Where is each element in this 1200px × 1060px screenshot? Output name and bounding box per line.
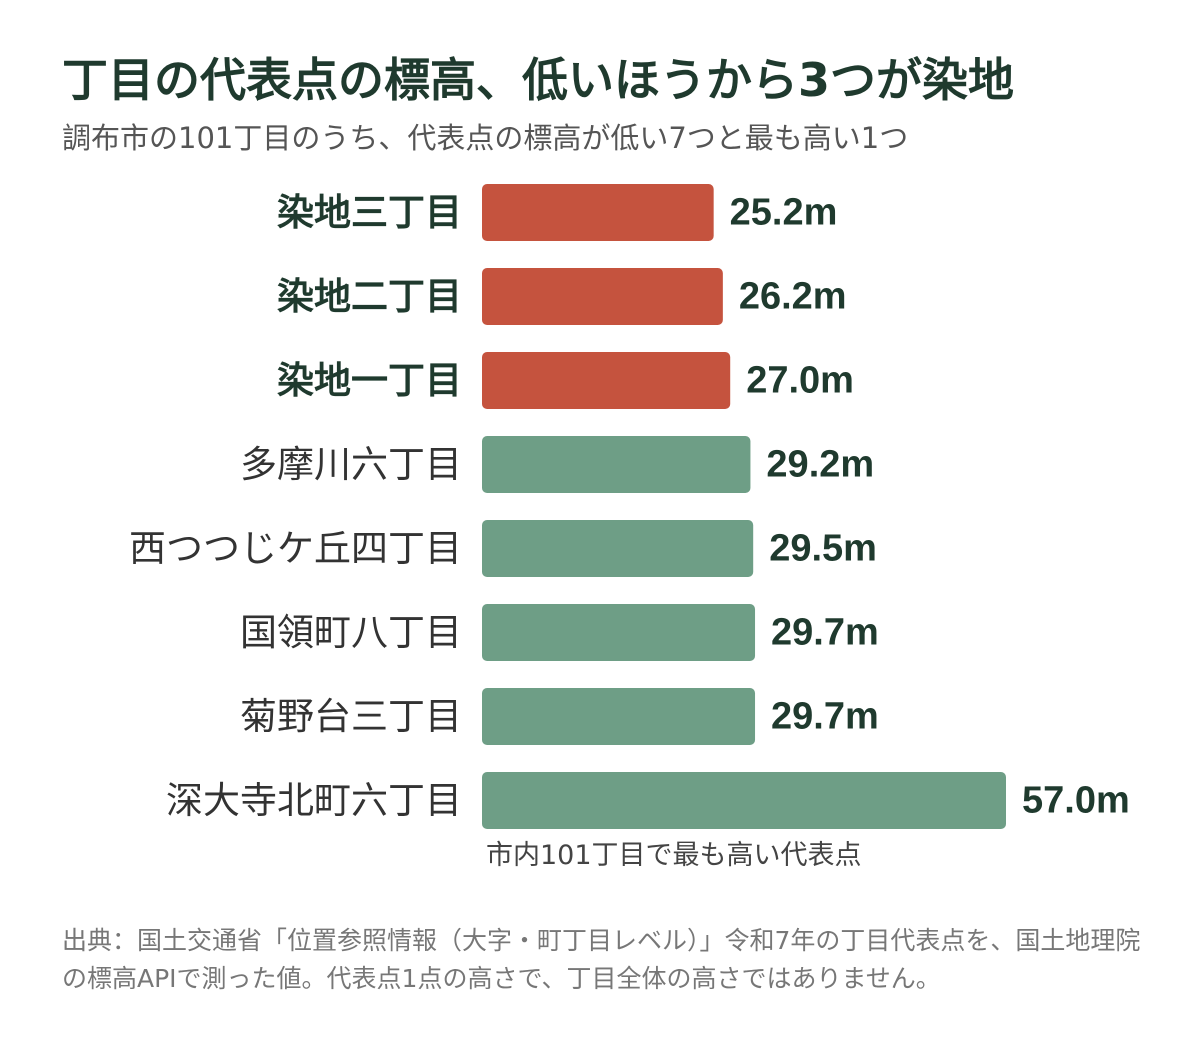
bar xyxy=(482,352,731,409)
category-label: 染地一丁目 xyxy=(277,359,462,402)
value-label: 27.0m xyxy=(746,360,854,402)
category-label: 菊野台三丁目 xyxy=(240,695,462,738)
bar xyxy=(482,184,714,241)
value-label: 29.7m xyxy=(771,612,879,654)
category-label: 多摩川六丁目 xyxy=(240,443,462,486)
bar xyxy=(482,436,751,493)
value-label: 25.2m xyxy=(730,192,838,234)
category-label: 国領町八丁目 xyxy=(240,611,462,654)
bar xyxy=(482,604,756,661)
category-label: 深大寺北町六丁目 xyxy=(166,779,462,822)
value-label: 29.5m xyxy=(769,528,877,570)
value-label: 57.0m xyxy=(1022,780,1130,822)
value-label: 29.7m xyxy=(771,696,879,738)
category-label: 西つつじケ丘四丁目 xyxy=(129,527,462,570)
value-label: 26.2m xyxy=(739,276,847,318)
max-bar-annotation: 市内101丁目で最も高い代表点 xyxy=(486,840,862,871)
source-note: 出典：国土交通省「位置参照情報（大字・町丁目レベル）」令和7年の丁目代表点を、国… xyxy=(62,926,1141,993)
value-label: 29.2m xyxy=(766,444,874,486)
chart-title: 丁目の代表点の標高、低いほうから3つが染地 xyxy=(62,53,1015,107)
bar xyxy=(482,268,723,325)
bar xyxy=(482,688,756,745)
category-label: 染地二丁目 xyxy=(277,275,462,318)
chart-subtitle: 調布市の101丁目のうち、代表点の標高が低い7つと最も高い1つ xyxy=(62,121,909,155)
bar xyxy=(482,520,754,577)
bar xyxy=(482,772,1006,829)
category-label: 染地三丁目 xyxy=(277,191,462,234)
